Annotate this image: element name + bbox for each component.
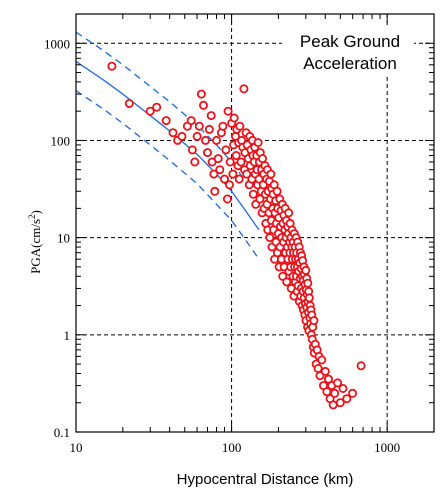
data-point <box>198 100 208 110</box>
data-point <box>304 293 314 303</box>
data-point <box>186 116 196 126</box>
data-point <box>356 361 366 371</box>
data-point <box>333 378 343 388</box>
data-point <box>177 131 187 141</box>
data-point <box>317 355 327 365</box>
data-point <box>224 180 234 190</box>
data-point <box>200 135 210 145</box>
data-point <box>225 157 235 167</box>
tick-labels: 10 100 1000 0.1 1 10 100 1000 <box>44 36 400 455</box>
data-point <box>218 121 228 131</box>
data-point <box>328 400 338 410</box>
data-point <box>187 145 197 155</box>
data-point <box>231 150 241 160</box>
data-point <box>266 169 276 179</box>
data-point <box>219 174 229 184</box>
data-point <box>282 277 292 287</box>
data-point <box>284 208 294 218</box>
data-point <box>348 388 358 398</box>
data-point <box>190 157 200 167</box>
data-points <box>107 61 366 410</box>
data-point <box>202 148 212 158</box>
lower-bound-curve <box>75 90 260 260</box>
data-point <box>194 121 204 131</box>
data-point <box>145 106 155 116</box>
data-point <box>222 194 232 204</box>
data-point <box>210 186 220 196</box>
data-point <box>206 111 216 121</box>
data-point <box>335 398 345 408</box>
data-point <box>168 128 178 138</box>
data-point <box>342 394 352 404</box>
data-point <box>330 388 340 398</box>
x-tick-label: 100 <box>222 440 242 455</box>
data-point <box>248 189 258 199</box>
title-background <box>282 26 414 76</box>
data-point <box>213 154 223 164</box>
data-point <box>161 116 171 126</box>
y-axis-label-close: ) <box>28 210 43 214</box>
y-tick-label: 100 <box>51 133 71 148</box>
y-axis-label: PGA(cm/s2) <box>27 210 43 274</box>
data-point <box>242 169 252 179</box>
data-point <box>124 99 134 109</box>
y-tick-label: 0.1 <box>54 425 70 440</box>
data-point <box>265 233 275 243</box>
y-tick-label: 10 <box>57 231 70 246</box>
data-point <box>272 186 282 196</box>
x-axis-label: Hypocentral Distance (km) <box>177 471 354 488</box>
x-tick-label: 1000 <box>374 440 400 455</box>
svg-text:PGA(cm/s2): PGA(cm/s2) <box>27 210 43 274</box>
data-point <box>196 89 206 99</box>
data-point <box>239 84 249 94</box>
data-point <box>192 131 202 141</box>
data-point <box>221 145 231 155</box>
y-axis-label-main: PGA(cm/s <box>28 219 43 274</box>
upper-bound-curve <box>75 31 260 202</box>
data-point <box>320 366 330 376</box>
data-point <box>223 106 233 116</box>
y-tick-label: 1000 <box>44 36 70 51</box>
data-point <box>234 174 244 184</box>
data-point <box>229 113 239 123</box>
data-point <box>228 169 238 179</box>
plot-border <box>75 13 435 433</box>
y-tick-label: 1 <box>64 328 71 343</box>
attenuation-curves <box>75 31 260 260</box>
data-point <box>209 169 219 179</box>
y-axis-label-superscript: 2 <box>27 214 37 219</box>
data-point <box>313 363 323 373</box>
plot-frame <box>75 13 435 433</box>
data-point <box>338 383 348 393</box>
data-point <box>257 154 267 164</box>
data-point <box>303 278 313 288</box>
data-point <box>236 157 246 167</box>
data-point <box>204 124 214 134</box>
axis-ticks <box>75 13 435 433</box>
x-tick-label: 10 <box>70 440 83 455</box>
chart-title-line-1: Peak Ground <box>300 32 400 51</box>
data-point <box>211 135 221 145</box>
data-point <box>107 61 117 71</box>
data-point <box>253 138 263 148</box>
data-point <box>215 165 225 175</box>
data-point <box>235 121 245 131</box>
median-curve <box>75 60 260 231</box>
data-point <box>301 265 311 275</box>
data-point <box>152 102 162 112</box>
chart-title-line-2: Acceleration <box>303 54 397 73</box>
data-point <box>309 316 319 326</box>
